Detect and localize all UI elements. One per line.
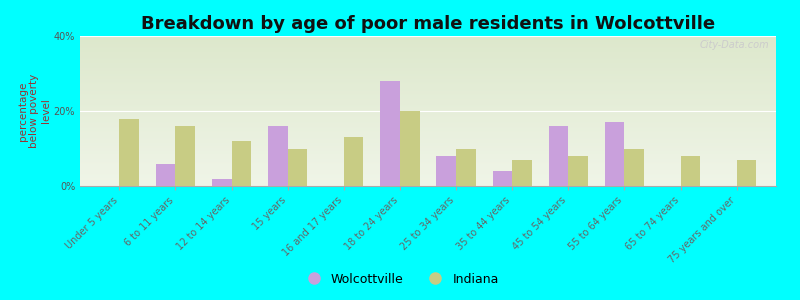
Bar <box>380 81 400 186</box>
Bar <box>119 118 139 186</box>
Bar <box>549 126 568 186</box>
Y-axis label: percentage
below poverty
level: percentage below poverty level <box>18 74 51 148</box>
Bar <box>212 178 231 186</box>
Bar <box>437 156 456 186</box>
Bar <box>156 164 175 186</box>
Bar <box>288 148 307 186</box>
Bar <box>400 111 419 186</box>
Bar <box>568 156 588 186</box>
Bar <box>512 160 532 186</box>
Bar <box>268 126 288 186</box>
Legend: Wolcottville, Indiana: Wolcottville, Indiana <box>296 268 504 291</box>
Bar <box>605 122 625 186</box>
Bar <box>681 156 700 186</box>
Bar <box>456 148 476 186</box>
Bar <box>737 160 756 186</box>
Bar <box>175 126 195 186</box>
Text: City-Data.com: City-Data.com <box>699 40 769 50</box>
Bar <box>344 137 363 186</box>
Bar <box>625 148 644 186</box>
Bar <box>493 171 512 186</box>
Title: Breakdown by age of poor male residents in Wolcottville: Breakdown by age of poor male residents … <box>141 15 715 33</box>
Bar <box>231 141 251 186</box>
